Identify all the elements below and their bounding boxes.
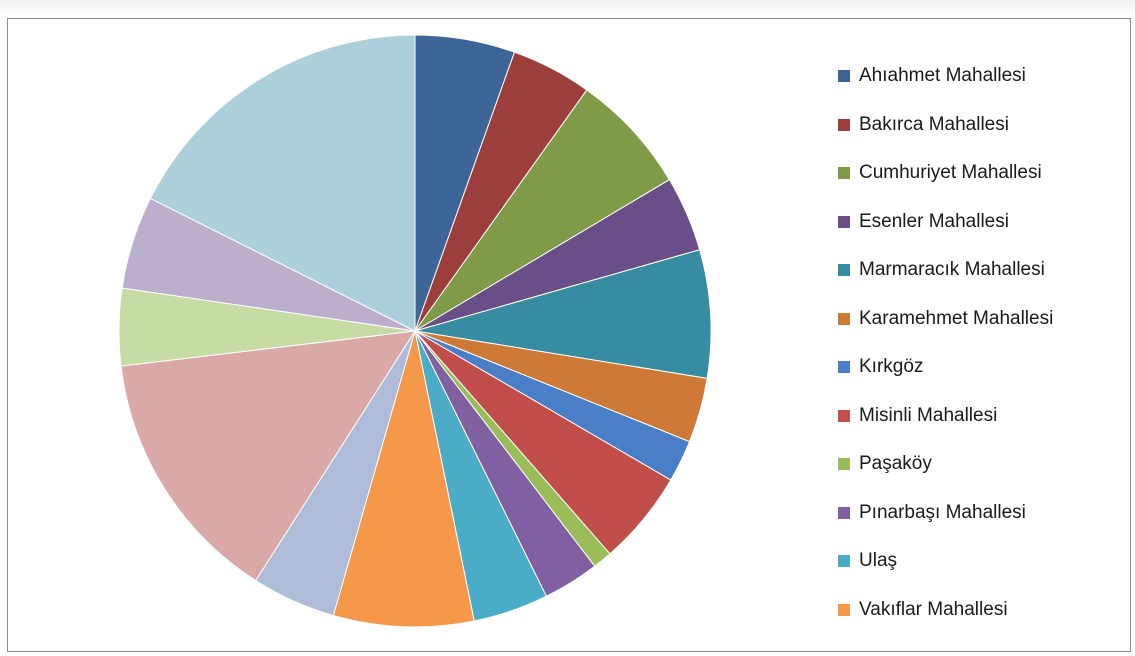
legend-item: Cumhuriyet Mahallesi (838, 149, 1128, 198)
legend-label: Vakıflar Mahallesi (859, 598, 1008, 620)
legend-label: Ahıahmet Mahallesi (859, 65, 1026, 87)
pie-slice-2 (414, 89, 671, 332)
legend-swatch (838, 70, 850, 83)
legend-swatch (838, 409, 850, 422)
chart-legend: Ahıahmet Mahallesi Bakırca Mahallesi Cumhu… (838, 52, 1128, 634)
legend-label: Paşaköy (859, 453, 932, 475)
legend-swatch (838, 118, 850, 131)
legend-item: Paşaköy (838, 440, 1128, 489)
legend-label: Ulaş (859, 550, 898, 572)
legend-label: Misinli Mahallesi (859, 404, 998, 426)
legend-item: Ahıahmet Mahallesi (838, 52, 1128, 101)
legend-label: Esenler Mahallesi (859, 210, 1009, 232)
legend-label: Marmaracık Mahallesi (859, 259, 1045, 281)
legend-item: Esenler Mahallesi (838, 198, 1128, 247)
legend-label: Pınarbaşı Mahallesi (859, 501, 1026, 523)
legend-swatch (838, 312, 850, 325)
legend-item: Kırkgöz (838, 343, 1128, 392)
legend-item: Marmaracık Mahallesi (838, 246, 1128, 295)
legend-item: Karamehmet Mahallesi (838, 295, 1128, 344)
pie-slice-13 (120, 330, 416, 582)
top-shadow (0, 0, 1135, 18)
legend-swatch (838, 603, 850, 616)
legend-swatch (838, 458, 850, 471)
pie-slice-4 (414, 249, 712, 379)
legend-swatch (838, 361, 850, 374)
pie-slice-11 (332, 330, 475, 628)
legend-item: Pınarbaşı Mahallesi (838, 489, 1128, 538)
legend-label: Kırkgöz (859, 356, 924, 378)
legend-item: Ulaş (838, 537, 1128, 586)
legend-swatch (838, 506, 850, 519)
legend-label: Bakırca Mahallesi (859, 113, 1009, 135)
legend-swatch (838, 215, 850, 228)
legend-label: Cumhuriyet Mahallesi (859, 162, 1042, 184)
legend-swatch (838, 264, 850, 277)
pie-slice-16 (149, 34, 416, 332)
legend-item: Misinli Mahallesi (838, 392, 1128, 441)
legend-item: Bakırca Mahallesi (838, 101, 1128, 150)
legend-label: Karamehmet Mahallesi (859, 307, 1054, 329)
legend-item: Vakıflar Mahallesi (838, 586, 1128, 635)
legend-swatch (838, 555, 850, 568)
legend-swatch (838, 167, 850, 180)
